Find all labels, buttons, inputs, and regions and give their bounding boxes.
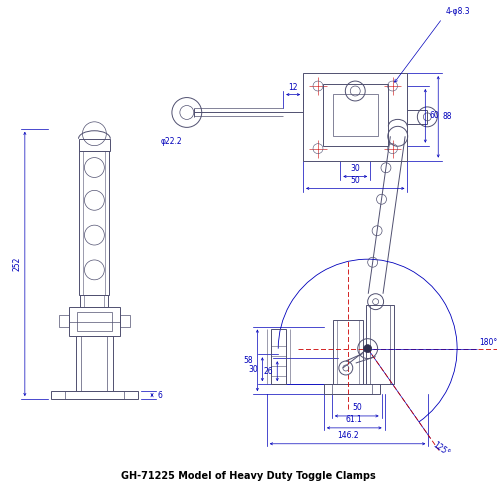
Text: 252: 252 xyxy=(12,256,22,271)
Bar xyxy=(271,330,285,384)
Bar xyxy=(324,384,380,394)
Bar xyxy=(58,314,68,326)
Bar xyxy=(76,312,112,332)
Text: 125°: 125° xyxy=(432,440,452,458)
Bar xyxy=(76,336,114,391)
Bar xyxy=(332,384,372,394)
Bar xyxy=(50,391,138,399)
Text: 12: 12 xyxy=(288,82,298,92)
Circle shape xyxy=(364,344,372,352)
Text: 61.1: 61.1 xyxy=(346,415,362,424)
Bar xyxy=(333,320,362,384)
Text: 60: 60 xyxy=(430,112,439,120)
Text: GH-71225 Model of Heavy Duty Toggle Clamps: GH-71225 Model of Heavy Duty Toggle Clam… xyxy=(121,470,376,480)
Bar xyxy=(64,391,124,399)
Text: 30: 30 xyxy=(248,364,258,374)
Text: 26: 26 xyxy=(264,366,274,376)
Text: 50: 50 xyxy=(350,176,360,186)
Bar xyxy=(366,304,394,384)
Text: 4-φ8.3: 4-φ8.3 xyxy=(445,8,470,16)
Bar xyxy=(68,306,120,336)
Bar xyxy=(120,314,130,326)
Text: 30: 30 xyxy=(350,164,360,173)
Text: φ22.2: φ22.2 xyxy=(161,138,182,146)
Text: 58: 58 xyxy=(244,356,254,365)
Bar xyxy=(80,294,108,306)
Bar xyxy=(323,84,388,146)
Text: 88: 88 xyxy=(442,112,452,122)
Bar xyxy=(78,138,110,150)
Text: 6: 6 xyxy=(157,390,162,400)
Bar xyxy=(333,94,378,136)
Text: 146.2: 146.2 xyxy=(336,431,358,440)
Text: 50: 50 xyxy=(352,403,362,412)
Text: 180°: 180° xyxy=(479,338,497,346)
Bar xyxy=(303,73,408,160)
Bar xyxy=(80,150,110,294)
